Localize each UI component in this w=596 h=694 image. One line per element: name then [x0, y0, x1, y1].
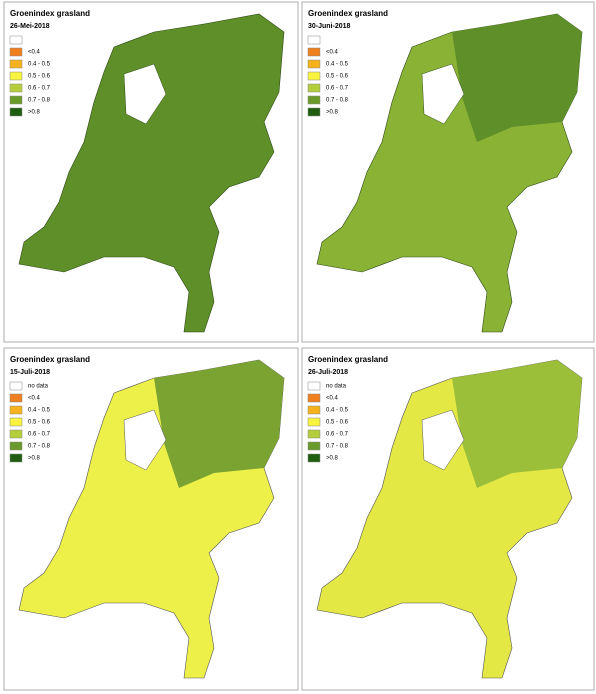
- legend-swatch: [307, 35, 321, 45]
- panel-date: 26-Juli-2018: [308, 369, 348, 376]
- legend-swatch: [307, 405, 321, 415]
- legend-label: <0.4: [326, 50, 339, 56]
- legend-swatch: [9, 393, 23, 403]
- panel-title: Groenindex grasland: [10, 355, 90, 364]
- legend-label: 0.5 - 0.6: [28, 420, 51, 426]
- legend-swatch: [9, 441, 23, 451]
- legend-label: no data: [28, 384, 49, 390]
- map-panel: Groenindex grasland 26-Juli-2018 no data…: [301, 347, 595, 691]
- legend-label: 0.4 - 0.5: [326, 408, 349, 414]
- legend-swatch: [307, 381, 321, 391]
- legend-label: 0.5 - 0.6: [28, 74, 51, 80]
- legend-swatch: [9, 381, 23, 391]
- legend-label: no data: [326, 384, 347, 390]
- legend-swatch: [307, 441, 321, 451]
- legend-swatch: [307, 107, 321, 117]
- legend-label: 0.6 - 0.7: [28, 86, 51, 92]
- legend-swatch: [307, 417, 321, 427]
- legend-swatch: [9, 417, 23, 427]
- legend-swatch: [9, 35, 23, 45]
- legend-swatch: [9, 47, 23, 57]
- legend-label: 0.4 - 0.5: [28, 62, 51, 68]
- map-panel: Groenindex grasland 26-Mei-2018 <0.4 0.4 …: [3, 1, 299, 343]
- legend-swatch: [307, 59, 321, 69]
- legend-swatch: [9, 405, 23, 415]
- legend-swatch: [9, 95, 23, 105]
- legend-label: 0.5 - 0.6: [326, 74, 349, 80]
- legend-swatch: [307, 393, 321, 403]
- legend-label: 0.7 - 0.8: [326, 444, 349, 450]
- panel-date: 26-Mei-2018: [10, 23, 50, 30]
- legend-label: 0.4 - 0.5: [28, 408, 51, 414]
- legend-label: 0.6 - 0.7: [28, 432, 51, 438]
- legend-label: 0.7 - 0.8: [326, 98, 349, 104]
- legend-label: 0.6 - 0.7: [326, 432, 349, 438]
- legend-label: 0.6 - 0.7: [326, 86, 349, 92]
- legend-label: >0.8: [28, 456, 41, 462]
- legend-label: >0.8: [326, 110, 339, 116]
- legend-swatch: [9, 429, 23, 439]
- legend-label: 0.5 - 0.6: [326, 420, 349, 426]
- map-panel: Groenindex grasland 30-Juni-2018 <0.4 0.4…: [301, 1, 595, 343]
- legend-swatch: [9, 83, 23, 93]
- legend-label: >0.8: [28, 110, 41, 116]
- legend-swatch: [9, 59, 23, 69]
- legend-label: <0.4: [28, 50, 41, 56]
- panel-date: 30-Juni-2018: [308, 23, 351, 30]
- legend-swatch: [307, 453, 321, 463]
- legend-label: <0.4: [28, 396, 41, 402]
- panel-date: 15-Juli-2018: [10, 369, 50, 376]
- map-panel: Groenindex grasland 15-Juli-2018 no data…: [3, 347, 299, 691]
- panel-title: Groenindex grasland: [308, 355, 388, 364]
- legend-swatch: [307, 429, 321, 439]
- legend-swatch: [307, 71, 321, 81]
- legend-label: 0.7 - 0.8: [28, 444, 51, 450]
- legend-swatch: [307, 83, 321, 93]
- panel-title: Groenindex grasland: [308, 9, 388, 18]
- legend-swatch: [9, 453, 23, 463]
- legend-label: >0.8: [326, 456, 339, 462]
- legend-swatch: [9, 107, 23, 117]
- legend-swatch: [307, 47, 321, 57]
- legend-label: 0.7 - 0.8: [28, 98, 51, 104]
- legend-swatch: [9, 71, 23, 81]
- legend-label: 0.4 - 0.5: [326, 62, 349, 68]
- panel-title: Groenindex grasland: [10, 9, 90, 18]
- legend-label: <0.4: [326, 396, 339, 402]
- legend-swatch: [307, 95, 321, 105]
